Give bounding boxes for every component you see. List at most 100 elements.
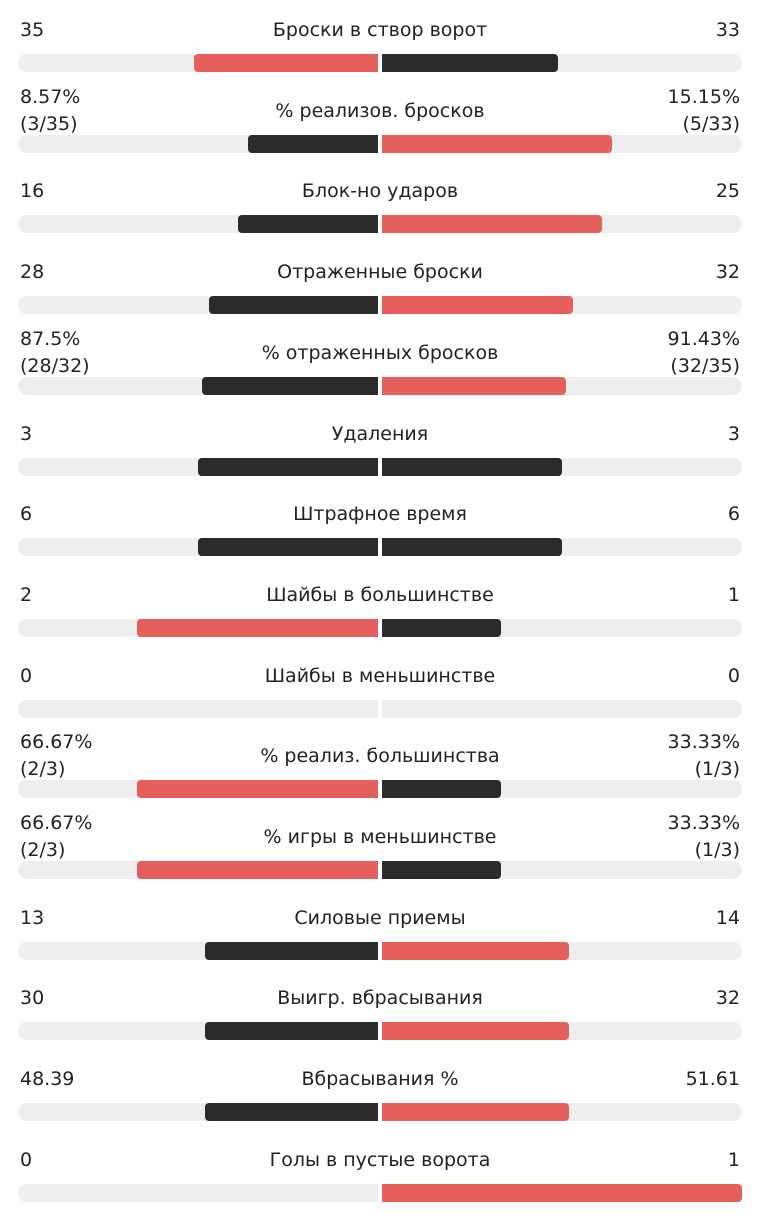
- stat-row: 0 Голы в пустые ворота 1: [0, 1133, 760, 1213]
- stat-label: Удаления: [331, 422, 429, 445]
- home-bar-fill: [137, 618, 378, 637]
- home-bar-track: [18, 457, 378, 476]
- home-bar-track: [18, 376, 378, 395]
- away-bar-track: [382, 296, 742, 315]
- away-bar-fill: [382, 1183, 742, 1202]
- home-bar-track: [18, 538, 378, 557]
- home-bar-track: [18, 1103, 378, 1122]
- away-bar-track: [382, 376, 742, 395]
- home-value: 13: [20, 906, 45, 929]
- away-bar-fill: [382, 54, 558, 72]
- away-bar-fill: [382, 861, 501, 879]
- away-bar-fill: [382, 376, 566, 395]
- home-bar-fill: [198, 538, 378, 557]
- stat-label: Шайбы в меньшинстве: [264, 664, 496, 687]
- home-bar-fill: [205, 1103, 378, 1122]
- away-value: 51.61: [685, 1068, 740, 1091]
- away-bar-track: [382, 215, 742, 234]
- home-value: 0: [20, 664, 33, 687]
- stat-row: 16 Блок-но ударов 25: [0, 164, 760, 244]
- stat-row: 30 Выигр. вбрасывания 32: [0, 971, 760, 1051]
- stat-label: Выигр. вбрасывания: [277, 987, 483, 1010]
- home-bar-fill: [137, 861, 378, 879]
- home-bar-track: [18, 296, 378, 315]
- away-value: 33.33% (1/3): [667, 731, 740, 781]
- stat-row: 13 Силовые приемы 14: [0, 891, 760, 971]
- away-value: 1: [727, 1148, 740, 1171]
- home-bar-track: [18, 699, 378, 718]
- home-bar-fill: [198, 457, 378, 476]
- home-bar-track: [18, 215, 378, 234]
- home-bar-track: [18, 861, 378, 879]
- away-bar-fill: [382, 780, 501, 799]
- home-bar-fill: [209, 296, 378, 315]
- away-value: 33: [715, 19, 740, 41]
- away-bar-track: [382, 134, 742, 153]
- away-value: 33.33% (1/3): [667, 812, 740, 861]
- stat-row: 66.67% (2/3) % игры в меньшинстве 33.33% (…: [0, 810, 760, 890]
- away-bar-track: [382, 54, 742, 72]
- away-bar-fill: [382, 457, 562, 476]
- stat-row: 87.5% (28/32) % отраженных бросков 91.43% …: [0, 326, 760, 406]
- away-bar-track: [382, 861, 742, 879]
- stat-label: % игры в меньшинстве: [263, 826, 497, 848]
- home-value: 8.57% (3/35): [20, 85, 81, 135]
- home-value: 3: [20, 422, 33, 445]
- away-value: 32: [715, 987, 740, 1010]
- away-bar-fill: [382, 1103, 569, 1122]
- stat-row: 3 Удаления 3: [0, 407, 760, 487]
- stat-row: 28 Отраженные броски 32: [0, 245, 760, 325]
- away-value: 3: [727, 422, 740, 445]
- away-value: 0: [727, 664, 740, 687]
- away-bar-track: [382, 1103, 742, 1122]
- away-value: 32: [715, 261, 740, 284]
- stat-label: Штрафное время: [293, 503, 467, 526]
- away-bar-track: [382, 457, 742, 476]
- stat-row: 8.57% (3/35) % реализов. бросков 15.15% (5…: [0, 84, 760, 164]
- away-bar-track: [382, 780, 742, 799]
- home-value: 66.67% (2/3): [20, 731, 93, 781]
- home-value: 28: [20, 261, 45, 284]
- away-value: 91.43% (32/35): [667, 327, 740, 377]
- stat-row: 6 Штрафное время 6: [0, 487, 760, 567]
- home-bar-fill: [205, 941, 378, 960]
- away-bar-fill: [382, 618, 501, 637]
- home-bar-fill: [238, 215, 378, 234]
- stat-label: Вбрасывания %: [301, 1068, 459, 1091]
- stat-label: Силовые приемы: [294, 906, 466, 929]
- stat-label: Отраженные броски: [277, 261, 483, 284]
- away-value: 15.15% (5/33): [667, 85, 740, 135]
- stat-label: % отраженных бросков: [261, 341, 499, 364]
- stat-row: 35 Броски в створ ворот 33: [0, 3, 760, 83]
- away-bar-track: [382, 538, 742, 557]
- away-value: 1: [727, 583, 740, 606]
- home-bar-fill: [248, 134, 378, 153]
- home-value: 87.5% (28/32): [20, 327, 90, 377]
- home-bar-track: [18, 618, 378, 637]
- stat-row: 2 Шайбы в большинстве 1: [0, 568, 760, 648]
- away-bar-fill: [382, 296, 573, 315]
- away-bar-fill: [382, 1022, 569, 1041]
- home-bar-track: [18, 1022, 378, 1041]
- away-bar-fill: [382, 941, 569, 960]
- home-bar-fill: [202, 376, 378, 395]
- away-bar-track: [382, 941, 742, 960]
- stat-row: 0 Шайбы в меньшинстве 0: [0, 649, 760, 729]
- stat-label: Голы в пустые ворота: [269, 1148, 491, 1171]
- stat-label: Броски в створ ворот: [272, 19, 488, 41]
- stat-label: % реализов. бросков: [275, 99, 485, 122]
- home-value: 16: [20, 180, 45, 203]
- home-bar-track: [18, 54, 378, 72]
- home-value: 0: [20, 1148, 33, 1171]
- away-bar-fill: [382, 215, 602, 234]
- home-bar-fill: [137, 780, 378, 799]
- home-value: 2: [20, 583, 33, 606]
- away-bar-fill: [382, 134, 612, 153]
- stat-label: % реализ. большинства: [260, 745, 500, 768]
- away-bar-fill: [382, 538, 562, 557]
- home-value: 48.39: [20, 1068, 75, 1091]
- away-value: 25: [715, 180, 740, 203]
- home-bar-track: [18, 1183, 378, 1202]
- away-bar-track: [382, 1022, 742, 1041]
